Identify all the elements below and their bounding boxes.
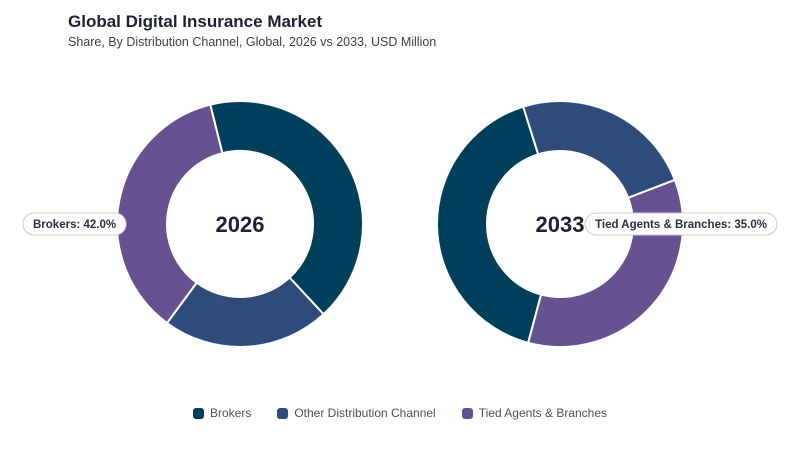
donut-2026-callout: Brokers: 42.0%	[22, 212, 127, 236]
legend-label-brokers: Brokers	[209, 406, 252, 420]
legend-swatch-brokers	[192, 407, 204, 419]
donut-2033-center-label: 2033	[536, 212, 585, 237]
legend-label-other-distribution-channel: Other Distribution Channel	[294, 406, 436, 420]
legend-swatch-tied-agents-branches	[461, 407, 473, 419]
legend-item-brokers[interactable]: Brokers	[192, 406, 252, 420]
legend-swatch-other-distribution-channel	[277, 407, 289, 419]
donut-2033-callout-box	[584, 212, 778, 236]
donut-2026-callout-text: Brokers: 42.0%	[33, 219, 116, 231]
legend-label-tied-agents-branches: Tied Agents & Branches	[478, 406, 608, 420]
donut-2026-center-label: 2026	[216, 212, 265, 237]
legend: Brokers Other Distribution Channel Tied …	[0, 406, 800, 420]
donut-2033-slice-brokers[interactable]	[436, 105, 543, 345]
chart-title: Global Digital Insurance Market	[68, 12, 323, 31]
donut-2026-slice-brokers[interactable]	[209, 100, 364, 316]
legend-item-tied-agents-branches[interactable]: Tied Agents & Branches	[461, 406, 608, 420]
donut-2033-slice-other-distribution-channel[interactable]	[521, 100, 677, 200]
legend-item-other-distribution-channel[interactable]: Other Distribution Channel	[277, 406, 436, 420]
donut-2026-callout-box	[22, 212, 127, 236]
donut-2033-callout: Tied Agents & Branches: 35.0%	[584, 212, 778, 236]
chart-subtitle: Share, By Distribution Channel, Global, …	[68, 35, 437, 49]
donut-2033-slice-tied-agents-branches[interactable]	[526, 178, 684, 348]
donut-2033-callout-text: Tied Agents & Branches: 35.0%	[595, 219, 767, 231]
donut-2026-slice-tied-agents-branches[interactable]	[116, 103, 224, 325]
